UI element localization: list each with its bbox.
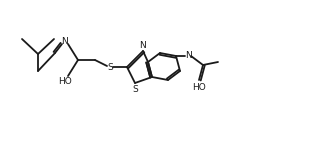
Text: HO: HO <box>192 83 206 91</box>
Text: HO: HO <box>58 76 72 86</box>
Text: S: S <box>132 84 138 93</box>
Text: N: N <box>184 52 191 61</box>
Text: N: N <box>61 38 68 46</box>
Text: N: N <box>139 41 145 51</box>
Text: S: S <box>107 62 113 72</box>
